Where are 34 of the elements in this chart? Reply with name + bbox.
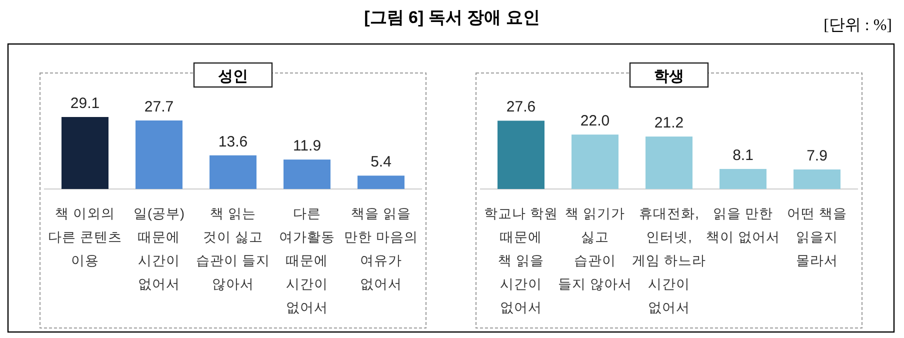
x-tick-label: 학교나 학원 때문에 책 읽을 시간이 없어서	[484, 206, 558, 315]
data-label: 27.6	[506, 98, 536, 116]
x-tick-label: 읽을 만한 책이 없어서	[706, 206, 780, 244]
data-label: 29.1	[70, 95, 100, 112]
bar	[62, 117, 108, 189]
bar	[498, 120, 544, 189]
data-label: 11.9	[292, 138, 322, 155]
bar	[210, 155, 256, 189]
data-label: 7.9	[806, 147, 828, 164]
chart-title: 성인	[218, 68, 248, 85]
x-tick-label: 휴대전화, 인터넷, 게임 하느라 시간이 없어서	[632, 206, 706, 315]
data-label: 5.4	[370, 154, 392, 171]
x-tick-label: 책 읽는 것이 싫고 습관이 들지 않아서	[196, 206, 270, 292]
x-tick-label: 책 읽기가 싫고 습관이 들지 않아서	[558, 206, 632, 292]
bar	[646, 136, 692, 189]
bar	[794, 169, 840, 189]
text: [단위 : %]	[824, 17, 892, 34]
data-label: 27.7	[144, 98, 174, 116]
chart-title: 학생	[654, 68, 684, 85]
x-tick-label: 다른 여가활동 때문에 시간이 없어서	[279, 206, 335, 315]
data-label: 22.0	[580, 112, 610, 130]
x-tick-label: 어떤 책을 읽을지 몰라서	[787, 206, 847, 268]
x-tick-label: 책 이외의 다른 콘텐츠 이용	[48, 206, 122, 268]
bar	[284, 160, 330, 189]
x-tick-label: 책을 읽을 만한 마음의 여유가 없어서	[344, 206, 418, 292]
bar	[358, 176, 404, 189]
bar	[572, 134, 618, 189]
text: [그림 6] 독서 장애 요인	[364, 8, 540, 27]
x-tick-label: 일(공부) 때문에 시간이 없어서	[134, 206, 184, 292]
data-label: 13.6	[218, 133, 248, 150]
bar	[136, 120, 182, 189]
bar	[720, 168, 766, 189]
data-label: 21.2	[654, 114, 684, 132]
data-label: 8.1	[732, 146, 754, 164]
